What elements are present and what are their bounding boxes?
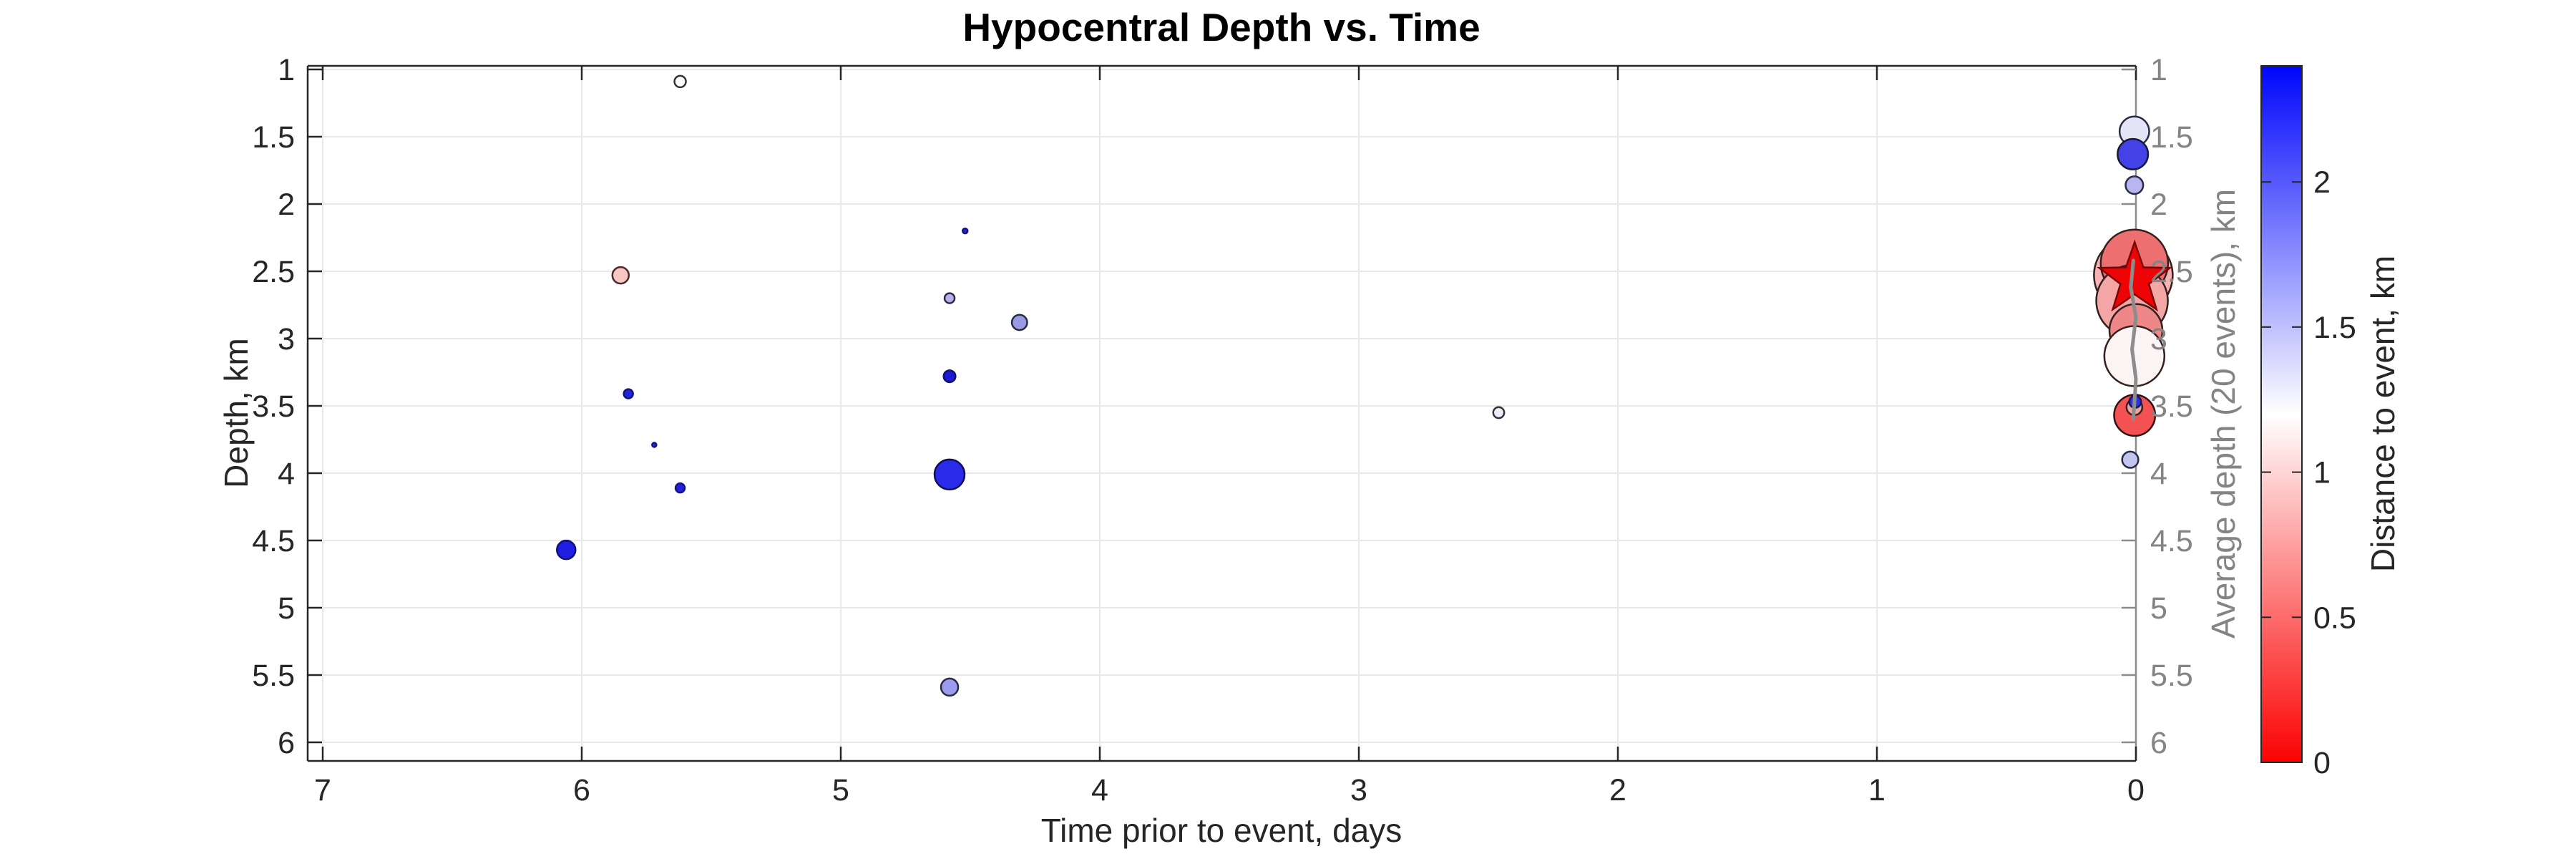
tick-labels: 7 6 5 4 3 2 1 011.522.533.544.555.5611.522.533.…: [252, 53, 2356, 807]
average-depth-line: [2129, 258, 2138, 422]
colorbar-tick-label: 2: [2313, 165, 2331, 200]
x-tick-label: 1: [1868, 773, 1885, 807]
scatter-point: [962, 227, 969, 235]
scatter-point: [623, 388, 634, 399]
y-axis-label: Depth, km: [218, 338, 255, 488]
colorbar: [2260, 65, 2303, 763]
right-y-tick-label: 5.5: [2150, 659, 2193, 693]
scatter-point: [942, 369, 957, 384]
scatter-point: [673, 74, 687, 89]
y-tick-label: 4.5: [252, 524, 295, 558]
right-y-tick-label: 2: [2150, 188, 2167, 222]
colorbar-gradient: [2260, 65, 2303, 763]
scatter-point: [651, 442, 658, 448]
scatter-point: [556, 539, 577, 560]
y-tick-label: 3.5: [252, 389, 295, 424]
scatter-point: [2124, 175, 2145, 195]
y-tick-label: 6: [278, 726, 295, 760]
scatter-point: [943, 292, 956, 304]
scatter-point: [933, 458, 966, 491]
right-y-tick-label: 5: [2150, 591, 2167, 626]
x-tick-label: 6: [573, 773, 590, 807]
scatter-point: [1010, 314, 1028, 331]
right-y-tick-label: 1: [2150, 53, 2167, 87]
right-y-tick-label: 6: [2150, 726, 2167, 760]
colorbar-tick-label: 1.5: [2313, 311, 2356, 345]
x-tick-label: 7: [314, 773, 331, 807]
y-tick-label: 5.5: [252, 659, 295, 693]
y-tick-label: 1: [278, 53, 295, 87]
scatter-point: [1492, 406, 1506, 419]
right-y-axis-label: Average depth (20 events), km: [2205, 188, 2242, 639]
mainshock-star: [2097, 239, 2173, 312]
right-y-tick-label: 4: [2150, 457, 2167, 491]
y-tick-label: 4: [278, 457, 295, 491]
right-y-tick-label: 3.5: [2150, 389, 2193, 424]
right-y-tick-label: 2.5: [2150, 255, 2193, 289]
y-tick-label: 1.5: [252, 120, 295, 155]
y-tick-label: 3: [278, 322, 295, 356]
average-depth-line-path: [2129, 258, 2138, 422]
axis-tick-marks: [308, 66, 2137, 761]
x-axis-label: Time prior to event, days: [1040, 812, 1402, 849]
gridlines: [308, 66, 2136, 761]
scatter-points: [556, 74, 2174, 697]
x-tick-label: 2: [1609, 773, 1626, 807]
x-tick-label: 4: [1091, 773, 1108, 807]
y-tick-label: 2: [278, 188, 295, 222]
chart-title: Hypocentral Depth vs. Time: [962, 5, 1480, 49]
x-tick-label: 0: [2127, 773, 2145, 807]
y-tick-label: 5: [278, 591, 295, 626]
scatter-point: [940, 677, 960, 697]
colorbar-label: Distance to event, km: [2364, 255, 2401, 573]
y-tick-label: 2.5: [252, 255, 295, 289]
right-y-tick-label: 1.5: [2150, 120, 2193, 155]
scatter-point: [611, 266, 630, 285]
mainshock-star-marker: [2097, 239, 2173, 312]
scatter-point: [2121, 450, 2140, 469]
colorbar-tick-label: 1: [2313, 456, 2331, 490]
x-tick-label: 5: [832, 773, 849, 807]
x-tick-label: 3: [1350, 773, 1367, 807]
colorbar-tick-label: 0.5: [2313, 601, 2356, 635]
scatter-point: [2117, 137, 2150, 170]
scatter-point: [674, 482, 686, 494]
right-y-tick-label: 4.5: [2150, 524, 2193, 558]
colorbar-tick-label: 0: [2313, 746, 2331, 780]
right-y-tick-label: 3: [2150, 322, 2167, 356]
